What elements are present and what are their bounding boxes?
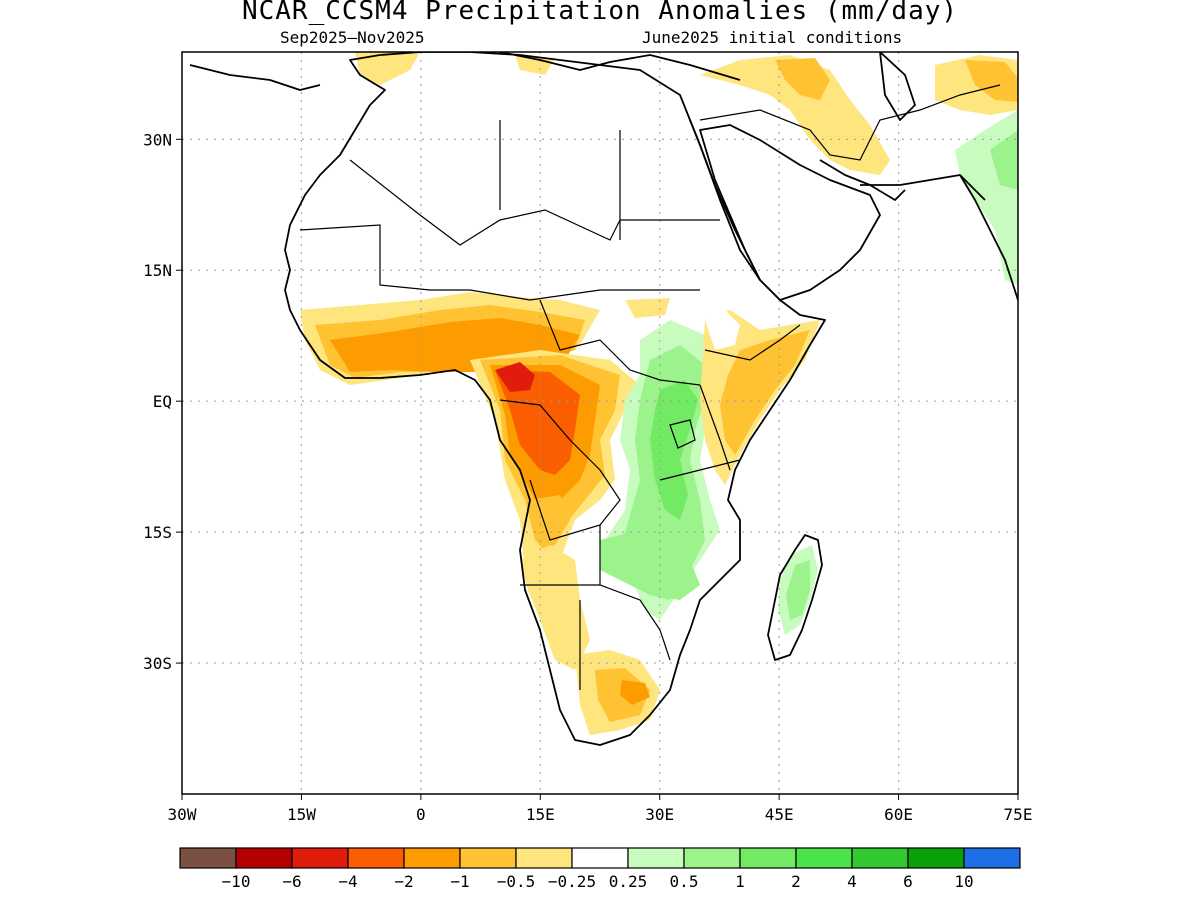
colorbar-swatch — [627, 847, 685, 869]
map-frame — [181, 51, 1019, 795]
colorbar-label: −0.25 — [548, 872, 596, 891]
y-tick-label: 15N — [143, 261, 172, 280]
colorbar-label: 2 — [791, 872, 801, 891]
colorbar-label: −10 — [222, 872, 251, 891]
colorbar-label: −4 — [338, 872, 357, 891]
country-borders — [299, 84, 1001, 690]
india-green-patch — [955, 110, 1018, 285]
colorbar-swatch — [739, 847, 797, 869]
europe-coast — [499, 52, 741, 81]
horn-orange — [720, 330, 810, 455]
angola-dry — [520, 545, 590, 670]
border-maghreb — [349, 159, 720, 246]
colorbar-label: −2 — [394, 872, 413, 891]
colorbar-swatch — [291, 847, 349, 869]
border-congo — [499, 399, 621, 541]
border-libya-egypt — [499, 120, 621, 240]
colorbar-swatch — [347, 847, 405, 869]
colorbar-swatch — [795, 847, 853, 869]
x-tick-label: 30E — [645, 805, 674, 824]
pakistan-orange-patch — [965, 60, 1018, 102]
arabia-coastline — [699, 124, 881, 301]
iran-yellow-patch — [700, 55, 890, 175]
border-sahel — [299, 224, 700, 301]
border-east — [659, 384, 741, 481]
y-tick-label: EQ — [153, 392, 172, 411]
colorbar-label: −0.5 — [497, 872, 536, 891]
colorbar-swatch — [403, 847, 461, 869]
y-tick-label: 30S — [143, 654, 172, 673]
north-yellow-patch-2 — [515, 55, 555, 75]
map-title: NCAR_CCSM4 Precipitation Anomalies (mm/d… — [241, 0, 959, 26]
colorbar-swatch — [907, 847, 965, 869]
colorbar-swatch — [851, 847, 909, 869]
x-tick-label: 15E — [526, 805, 555, 824]
coastlines — [189, 52, 1018, 746]
red-sea-coast — [689, 119, 761, 281]
map-plot-area — [182, 52, 1018, 794]
lesotho-dark-orange — [620, 680, 650, 705]
border-central — [539, 299, 701, 386]
x-tick-label: 0 — [416, 805, 426, 824]
colorbar-label: −6 — [282, 872, 301, 891]
sudan-yellow — [625, 298, 670, 318]
colorbar-swatch — [683, 847, 741, 869]
colorbar-labels: −10 −6 −4 −2 −1 −0.5 −0.25 0.25 0.5 1 2 4 6 10 — [222, 872, 974, 891]
iran-orange-patch — [775, 58, 830, 100]
anomaly-shading — [300, 52, 1018, 735]
zambia-green — [600, 530, 700, 600]
ethiopia-pale — [705, 310, 740, 350]
x-tick-label: 30W — [168, 805, 197, 824]
mediterranean-north — [189, 64, 321, 91]
x-tick-label: 45E — [765, 805, 794, 824]
border-horn — [704, 324, 801, 361]
colorbar-swatch — [179, 847, 237, 869]
colorbar-swatch — [571, 847, 629, 869]
madagascar-coastline — [767, 534, 823, 661]
colorbar-label: −1 — [450, 872, 469, 891]
initial-conditions: June2025 initial conditions — [642, 28, 903, 47]
colorbar-label: 10 — [954, 872, 973, 891]
colorbar-label: 1 — [735, 872, 745, 891]
colorbar-label: 4 — [847, 872, 857, 891]
border-south — [520, 525, 671, 690]
india-coast — [959, 174, 1018, 301]
colorbar-swatch — [515, 847, 573, 869]
colorbar-label: 6 — [903, 872, 913, 891]
lake-victoria — [669, 419, 696, 449]
iran-coast — [860, 174, 986, 201]
y-tick-label: 30N — [143, 130, 172, 149]
axis-ticks — [176, 138, 1019, 800]
east-africa-green-strong — [650, 380, 698, 520]
axis-tick-labels: 30W 15W 0 15E 30E 45E 60E 75E 30N 15N EQ 15S 30S — [143, 130, 1032, 824]
colorbar-swatch — [235, 847, 293, 869]
border-middle-east — [699, 84, 1001, 161]
caspian — [879, 52, 916, 121]
north-yellow-patch-1 — [355, 52, 420, 85]
central-africa-red — [495, 362, 535, 392]
colorbar — [179, 847, 1021, 869]
colorbar-swatch — [459, 847, 517, 869]
madagascar-green — [786, 560, 810, 620]
colorbar-label: 0.5 — [670, 872, 699, 891]
y-tick-label: 15S — [143, 523, 172, 542]
india-green-inner — [990, 130, 1018, 190]
central-africa-red-orange — [495, 370, 580, 475]
x-tick-label: 15W — [287, 805, 316, 824]
colorbar-label: 0.25 — [609, 872, 648, 891]
forecast-period: Sep2025–Nov2025 — [280, 28, 425, 47]
x-tick-label: 60E — [884, 805, 913, 824]
x-tick-label: 75E — [1004, 805, 1033, 824]
colorbar-swatch — [963, 847, 1021, 869]
